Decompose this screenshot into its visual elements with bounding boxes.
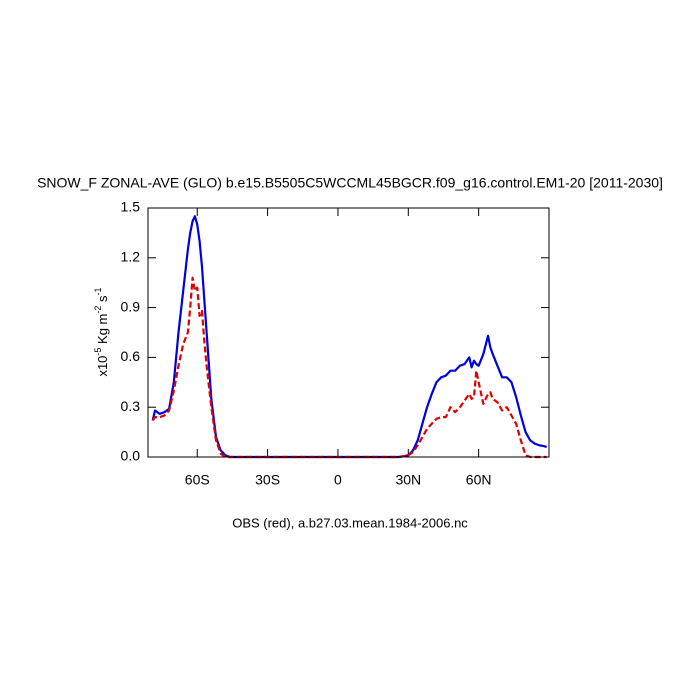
y-label-sup: -5 <box>93 348 103 356</box>
y-label-part: x10 <box>95 356 110 377</box>
x-tick-label: 0 <box>334 472 342 488</box>
y-tick-label: 0.6 <box>121 348 141 364</box>
y-tick-label: 1.5 <box>121 199 141 215</box>
x-tick-label: 30N <box>395 472 421 488</box>
y-label-sup: -2 <box>93 306 103 314</box>
data-line <box>151 276 547 459</box>
y-axis-label: x10-5 Kg m-2 s-1 <box>93 287 110 376</box>
y-label-part: Kg m <box>95 314 110 348</box>
y-tick-label: 0.0 <box>121 448 141 464</box>
y-tick-label: 0.9 <box>121 298 141 314</box>
y-label-part: s <box>95 295 110 306</box>
data-line <box>151 215 548 459</box>
y-tick-label: 1.2 <box>121 249 141 265</box>
x-tick-label: 60N <box>466 472 492 488</box>
x-tick-label: 30S <box>255 472 280 488</box>
x-tick-label: 60S <box>185 472 210 488</box>
plot-frame <box>147 207 550 458</box>
y-label-sup: -1 <box>93 287 103 295</box>
x-axis-label: OBS (red), a.b27.03.mean.1984-2006.nc <box>232 515 468 530</box>
y-tick-label: 0.3 <box>121 398 141 414</box>
chart-title: SNOW_F ZONAL-AVE (GLO) b.e15.B5505C5WCCM… <box>37 175 663 191</box>
